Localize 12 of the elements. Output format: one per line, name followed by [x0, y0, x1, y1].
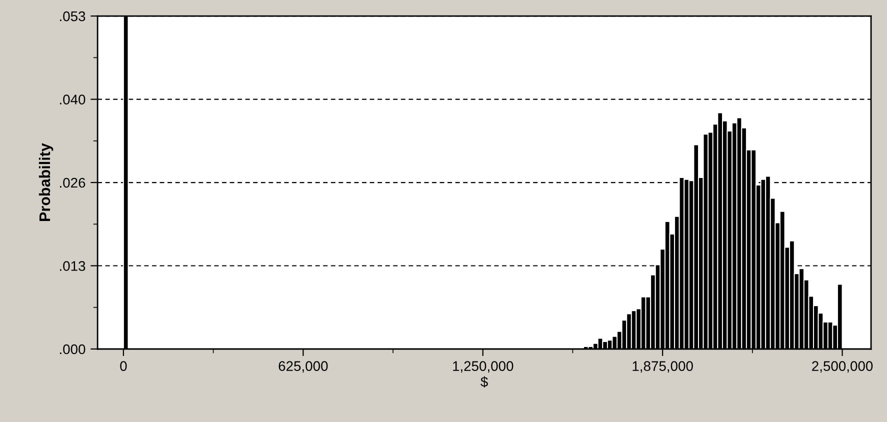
y-tick-label: .000	[60, 344, 86, 354]
x-tick-label: 0	[120, 361, 127, 371]
y-tick-label: .040	[60, 94, 86, 104]
x-tick-label: 1,875,000	[632, 361, 693, 373]
y-tick-label: .026	[60, 178, 86, 188]
x-tick-label: 2,500,000	[812, 361, 873, 373]
y-tick-label: .013	[60, 261, 86, 271]
y-tick-label: .053	[60, 11, 86, 22]
x-tick-label: 625,000	[278, 361, 328, 373]
x-tick-label: 1,250,000	[453, 361, 514, 373]
y-axis-title: Probability	[38, 143, 54, 221]
x-axis-title: $	[480, 376, 488, 388]
